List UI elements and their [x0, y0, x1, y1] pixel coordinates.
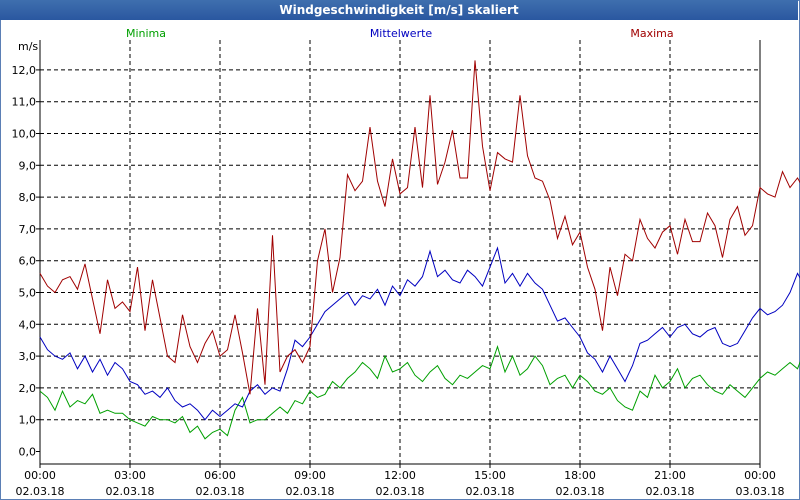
x-tick-time-label: 06:00	[204, 469, 236, 482]
x-tick-date-label: 02.03.18	[646, 485, 695, 498]
grid	[40, 40, 760, 464]
y-tick-label: 9,0	[19, 159, 37, 172]
y-tick-label: 8,0	[19, 191, 37, 204]
y-tick-label: 2,0	[19, 382, 37, 395]
x-tick-time-label: 00:00	[744, 469, 776, 482]
x-tick-time-label: 00:00	[24, 469, 56, 482]
series-line-mittelwerte	[39, 246, 800, 421]
x-tick-time-label: 12:00	[384, 469, 416, 482]
y-tick-label: 6,0	[19, 255, 37, 268]
x-tick-time-label: 21:00	[654, 469, 686, 482]
y-tick-label: 12,0	[12, 64, 37, 77]
x-tick-date-label: 02.03.18	[286, 485, 335, 498]
legend-minima: Minima	[126, 27, 166, 40]
legend-mittelwerte: Mittelwerte	[370, 27, 433, 40]
x-tick-time-label: 18:00	[564, 469, 596, 482]
window-title: Windgeschwindigkeit [m/s] skaliert	[0, 0, 798, 20]
x-tick-time-label: 09:00	[294, 469, 326, 482]
y-tick-label: 5,0	[19, 287, 37, 300]
series-line-minima	[39, 344, 800, 440]
y-tick-label: 4,0	[19, 318, 37, 331]
y-axis-unit-label: m/s	[18, 40, 38, 53]
x-tick-date-label: 02.03.18	[466, 485, 515, 498]
y-tick-label: 10,0	[12, 128, 37, 141]
y-tick-label: 1,0	[19, 414, 37, 427]
x-tick-date-label: 03.03.18	[736, 485, 785, 498]
y-tick-label: 11,0	[12, 96, 37, 109]
x-tick-date-label: 02.03.18	[16, 485, 65, 498]
x-tick-time-label: 03:00	[114, 469, 146, 482]
x-tick-date-label: 02.03.18	[106, 485, 155, 498]
y-tick-label: 3,0	[19, 350, 37, 363]
y-tick-label: 7,0	[19, 223, 37, 236]
series-line-maxima	[39, 60, 800, 395]
x-tick-time-label: 15:00	[474, 469, 506, 482]
axes: 0,0 1,0 2,0 3,0 4,0 5,0 6,0 7,0 8,0 9,0 10,0 11,0 12…	[12, 40, 785, 498]
x-tick-date-label: 02.03.18	[376, 485, 425, 498]
y-tick-label: 0,0	[19, 446, 37, 459]
legend-maxima: Maxima	[630, 27, 673, 40]
x-tick-date-label: 02.03.18	[196, 485, 245, 498]
series	[39, 60, 800, 440]
x-tick-date-label: 02.03.18	[556, 485, 605, 498]
